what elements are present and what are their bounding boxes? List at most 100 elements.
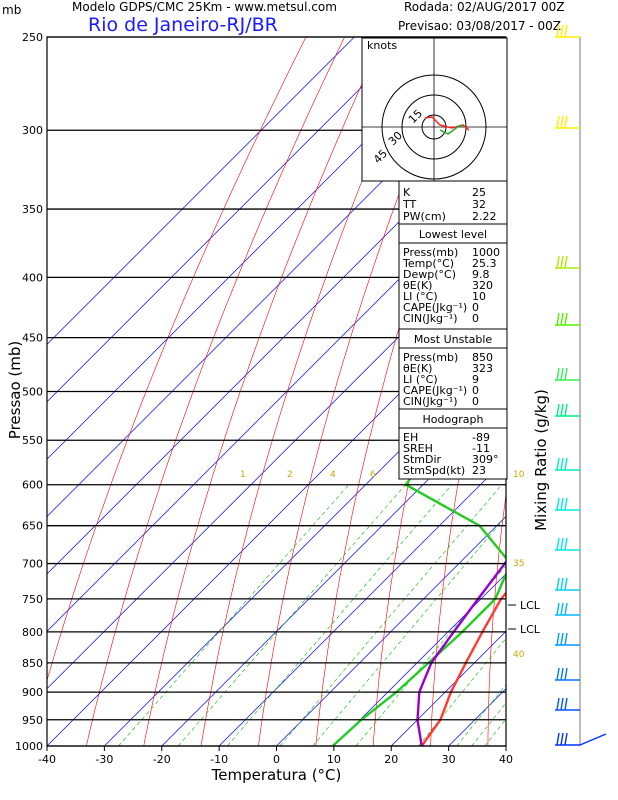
lowest-level-row-label: CIN(Jkg⁻¹) bbox=[403, 312, 458, 325]
wind-barb-flag bbox=[560, 24, 564, 38]
x-tick-label: -10 bbox=[210, 753, 228, 766]
most-unstable-row-value: 0 bbox=[472, 384, 479, 397]
lowest-level-row-label: Temp(°C) bbox=[402, 257, 454, 270]
x-tick-label: 10 bbox=[327, 753, 341, 766]
wind-barb-flag bbox=[556, 403, 560, 417]
mixing-ratio-line bbox=[471, 702, 506, 746]
most-unstable-row-label: Press(mb) bbox=[403, 351, 458, 364]
wind-barb-flag bbox=[560, 255, 564, 269]
wind-barb-flag bbox=[556, 667, 560, 681]
most-unstable-box bbox=[398, 328, 508, 410]
hodograph-units: knots bbox=[367, 39, 397, 52]
mixing-ratio-tick: 2 bbox=[287, 470, 293, 480]
wind-barb-flag bbox=[564, 24, 568, 38]
hodograph-params-row-label: StmSpd(kt) bbox=[403, 464, 465, 477]
wind-barb-flag bbox=[556, 24, 560, 38]
isotherm-line bbox=[276, 516, 506, 746]
lowest-level-row-value: 25.3 bbox=[472, 257, 497, 270]
wind-barb-flag bbox=[564, 367, 568, 381]
wind-barb-flag bbox=[564, 577, 568, 591]
pressure-tick-label: 700 bbox=[22, 558, 43, 571]
x-tick-label: 0 bbox=[273, 753, 280, 766]
wind-barb-flag bbox=[556, 115, 560, 129]
wind-barb-flag bbox=[560, 602, 564, 616]
y-axis-label: Pressao (mb) bbox=[6, 341, 24, 439]
dry-adiabat-line bbox=[430, 262, 506, 746]
mixing-ratio-tick: 1 bbox=[240, 470, 246, 480]
hodograph-trace-red bbox=[424, 116, 470, 131]
wind-barb-flag bbox=[556, 732, 560, 746]
wind-barb-flag bbox=[564, 697, 568, 711]
wind-barb-flag bbox=[560, 367, 564, 381]
lcl-label: LCL bbox=[520, 623, 541, 636]
wind-barb-flag bbox=[560, 732, 564, 746]
pressure-tick-label: 550 bbox=[22, 434, 43, 447]
lowest-level-box bbox=[398, 223, 508, 330]
lowest-level-row-value: 9.8 bbox=[472, 268, 490, 281]
lowest-level-row-value: 10 bbox=[472, 290, 486, 303]
wind-barb-flag bbox=[560, 667, 564, 681]
mixing-ratio-axis-label: Mixing Ratio (g/kg) bbox=[532, 389, 550, 531]
pressure-tick-label: 750 bbox=[22, 593, 43, 606]
dry-adiabat-line bbox=[143, 37, 384, 746]
wind-barb-flag bbox=[556, 537, 560, 551]
isotherm-line bbox=[47, 37, 355, 345]
wind-barb-flag bbox=[564, 632, 568, 646]
lowest-level-row-label: θE(K) bbox=[403, 279, 432, 292]
mixing-ratio-tick: 4 bbox=[330, 470, 336, 480]
hodograph-params-row-value: 23 bbox=[472, 464, 486, 477]
wind-barb-flag bbox=[560, 497, 564, 511]
wind-barb-flag bbox=[556, 577, 560, 591]
x-tick-label: -30 bbox=[95, 753, 113, 766]
pressure-tick-label: 800 bbox=[22, 626, 43, 639]
most-unstable-row-value: 850 bbox=[472, 351, 493, 364]
unit-label: mb bbox=[2, 3, 21, 17]
pressure-tick-label: 450 bbox=[22, 332, 43, 345]
pressure-tick-label: 350 bbox=[22, 203, 43, 216]
pressure-tick-label: 600 bbox=[22, 479, 43, 492]
rodada-label: Rodada: 02/AUG/2017 00Z bbox=[404, 0, 564, 14]
lowest-level-title: Lowest level bbox=[419, 228, 487, 241]
mixing-ratio-line bbox=[118, 484, 350, 746]
lowest-level-row-label: CAPE(Jkg⁻¹) bbox=[403, 301, 467, 314]
hodograph-params-row-value: 309° bbox=[472, 453, 499, 466]
index-label: PW(cm) bbox=[403, 210, 446, 223]
wind-barb-flag bbox=[560, 577, 564, 591]
wind-profile bbox=[555, 24, 607, 746]
hodograph-trace-green bbox=[439, 124, 464, 135]
x-tick-label: 40 bbox=[499, 753, 513, 766]
lowest-level-row-label: Dewp(°C) bbox=[403, 268, 456, 281]
series-line-parcel bbox=[416, 559, 506, 746]
mixing-ratio-tick: 35 bbox=[513, 559, 524, 569]
lcl-label: LCL bbox=[520, 599, 541, 612]
wind-barb-flag bbox=[564, 457, 568, 471]
most-unstable-title: Most Unstable bbox=[414, 333, 493, 346]
pressure-tick-label: 850 bbox=[22, 657, 43, 670]
location-title: Rio de Janeiro-RJ/BR bbox=[88, 14, 278, 36]
pressure-tick-label: 650 bbox=[22, 520, 43, 533]
most-unstable-row-value: 0 bbox=[472, 395, 479, 408]
lowest-level-row-label: Press(mb) bbox=[403, 246, 458, 259]
most-unstable-row-label: CIN(Jkg⁻¹) bbox=[403, 395, 458, 408]
pressure-tick-label: 400 bbox=[22, 271, 43, 284]
wind-barb-flag bbox=[560, 537, 564, 551]
wind-barb-flag bbox=[560, 697, 564, 711]
wind-barb-flag bbox=[556, 632, 560, 646]
wind-barb-flag bbox=[564, 667, 568, 681]
mixing-ratio-line bbox=[456, 684, 506, 746]
mixing-ratio-line bbox=[279, 484, 503, 746]
wind-barb-flag bbox=[556, 697, 560, 711]
lowest-level-row-label: LI (°C) bbox=[403, 290, 438, 303]
wind-barb-flag bbox=[556, 602, 560, 616]
hodograph-params-row-value: -89 bbox=[472, 431, 490, 444]
previsao-label: Previsao: 03/08/2017 - 00Z bbox=[398, 19, 561, 33]
index-value: 32 bbox=[472, 198, 486, 211]
index-value: 25 bbox=[472, 186, 486, 199]
isotherm-line bbox=[333, 573, 506, 746]
pressure-tick-label: 900 bbox=[22, 686, 43, 699]
mixing-ratio-line bbox=[484, 718, 506, 746]
mixing-ratio-line bbox=[177, 484, 406, 746]
dry-adiabat-line bbox=[487, 492, 506, 746]
hodograph-params-row-label: SREH bbox=[403, 442, 433, 455]
